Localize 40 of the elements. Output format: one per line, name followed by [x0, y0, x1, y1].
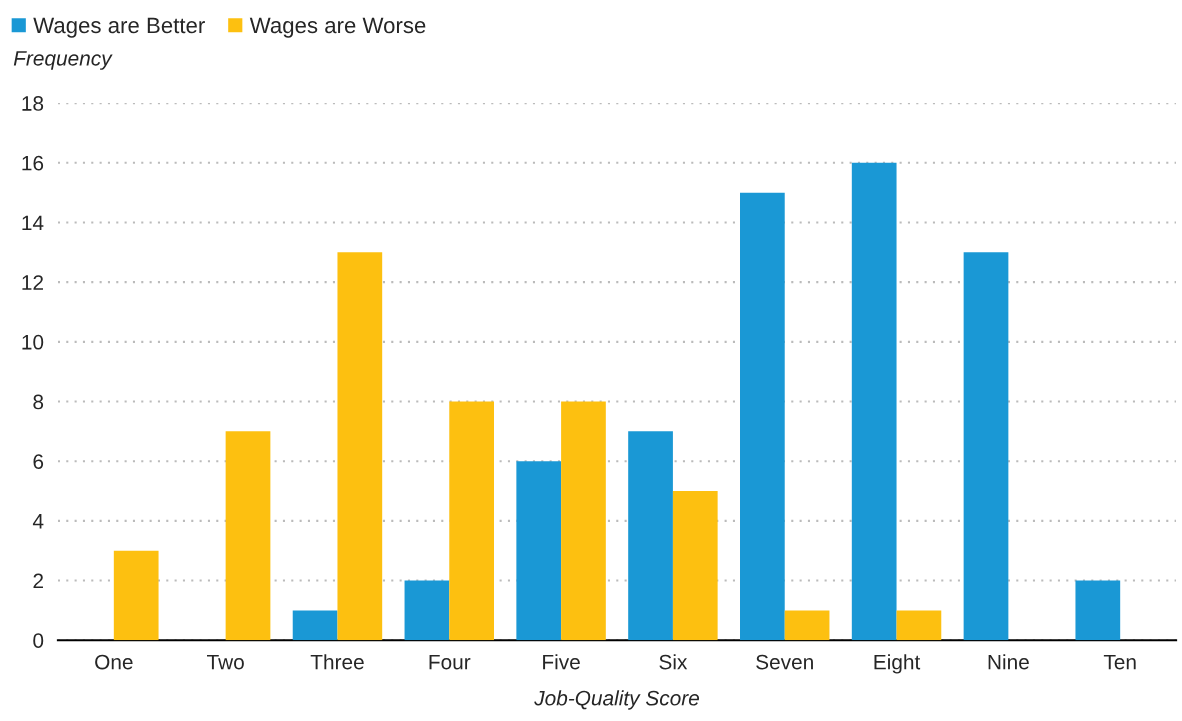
y-tick-label: 14 — [22, 215, 44, 231]
legend-label: Wages are Better — [33, 17, 205, 38]
y-tick-label: 16 — [22, 155, 44, 171]
x-tick-label: Six — [659, 654, 688, 670]
bar — [292, 610, 338, 641]
x-tick-label: Eight — [874, 654, 921, 674]
bar — [740, 192, 785, 641]
legend-label: Wages are Worse — [249, 17, 426, 38]
bar — [896, 610, 942, 641]
x-tick-label: Two — [207, 654, 244, 670]
bar — [561, 401, 606, 641]
y-tick-label: 6 — [33, 454, 44, 469]
x-tick-label: Four — [429, 654, 471, 670]
y-tick-label: 18 — [22, 96, 44, 111]
bar — [963, 252, 1009, 641]
x-tick-label: Five — [543, 654, 580, 670]
y-tick-label: 4 — [32, 514, 44, 529]
x-tick-label: Seven — [756, 654, 813, 670]
bar — [784, 610, 830, 641]
bar — [851, 162, 897, 641]
x-tick-label: Three — [310, 654, 364, 670]
bar — [672, 491, 718, 641]
bar — [113, 550, 159, 641]
bar — [1075, 580, 1121, 641]
bar — [516, 461, 562, 641]
y-axis-title: Frequency — [13, 51, 113, 70]
x-axis-title: Job-Quality Score — [534, 690, 700, 710]
y-tick-label: 8 — [33, 394, 44, 410]
y-tick-label: 10 — [22, 334, 44, 350]
bar — [225, 431, 271, 641]
x-tick-label: Nine — [988, 654, 1029, 670]
y-tick-label: 2 — [33, 573, 43, 589]
bar — [404, 580, 450, 641]
y-tick-label: 0 — [33, 633, 44, 648]
x-tick-label: One — [95, 654, 133, 670]
x-tick-label: Ten — [1103, 654, 1136, 670]
bar — [628, 431, 673, 641]
bar — [449, 401, 495, 641]
bar — [337, 252, 383, 641]
y-tick-label: 12 — [22, 275, 43, 290]
